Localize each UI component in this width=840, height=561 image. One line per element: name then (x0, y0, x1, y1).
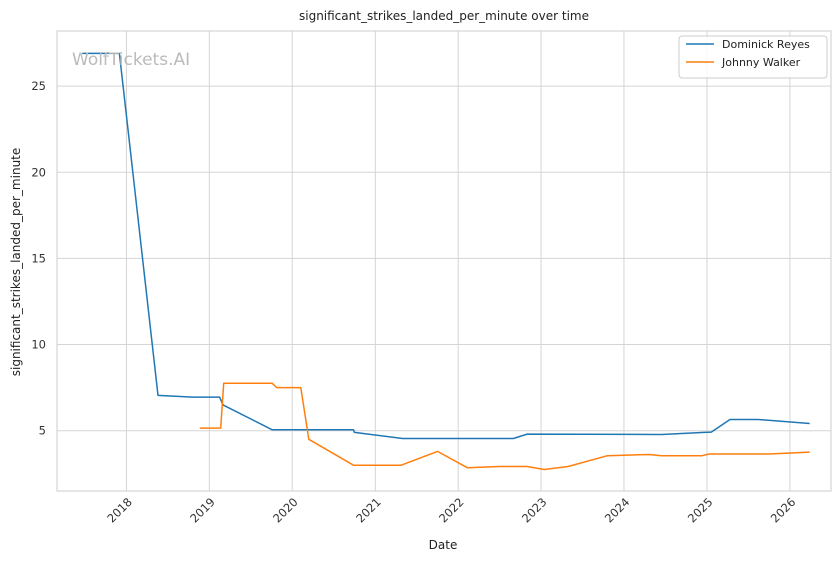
series-line-dominick-reyes (82, 52, 810, 440)
y-tick-label: 15 (31, 251, 46, 265)
y-axis-title: significant_strikes_landed_per_minute (9, 148, 23, 377)
plot-area-frame (56, 30, 832, 492)
y-tick-label: 10 (31, 338, 46, 352)
x-axis-title: Date (429, 538, 458, 552)
x-tick-label: 2025 (685, 495, 716, 526)
series-lines (82, 52, 810, 471)
x-tick-label: 2026 (768, 495, 799, 526)
legend-label: Dominick Reyes (722, 38, 810, 51)
x-tick-label: 2018 (104, 495, 135, 526)
grid-lines (57, 31, 831, 491)
x-tick-label: 2022 (436, 495, 467, 526)
x-tick-label: 2023 (519, 495, 550, 526)
x-tick-label: 2020 (270, 495, 301, 526)
x-tick-label: 2024 (602, 495, 633, 526)
legend-items: Dominick Reyes Johnny Walker (686, 38, 810, 69)
y-tick-label: 25 (31, 79, 46, 93)
x-tick-label: 2021 (353, 495, 384, 526)
x-tick-label: 2019 (187, 495, 218, 526)
y-axis-ticks: 5 10 15 20 25 (31, 79, 46, 438)
watermark-text: WolfTickets.AI (72, 50, 190, 70)
chart-title: significant_strikes_landed_per_minute ov… (299, 9, 589, 23)
series-line-johnny-walker (199, 382, 810, 471)
y-tick-label: 5 (39, 424, 46, 438)
x-axis-ticks: 2018 2019 2020 2021 2022 2023 2024 2025 2026 (104, 495, 798, 526)
y-tick-label: 20 (31, 165, 46, 179)
legend-box (678, 35, 828, 79)
legend-label: Johnny Walker (721, 56, 801, 69)
legend: Dominick Reyes Johnny Walker (678, 35, 828, 79)
